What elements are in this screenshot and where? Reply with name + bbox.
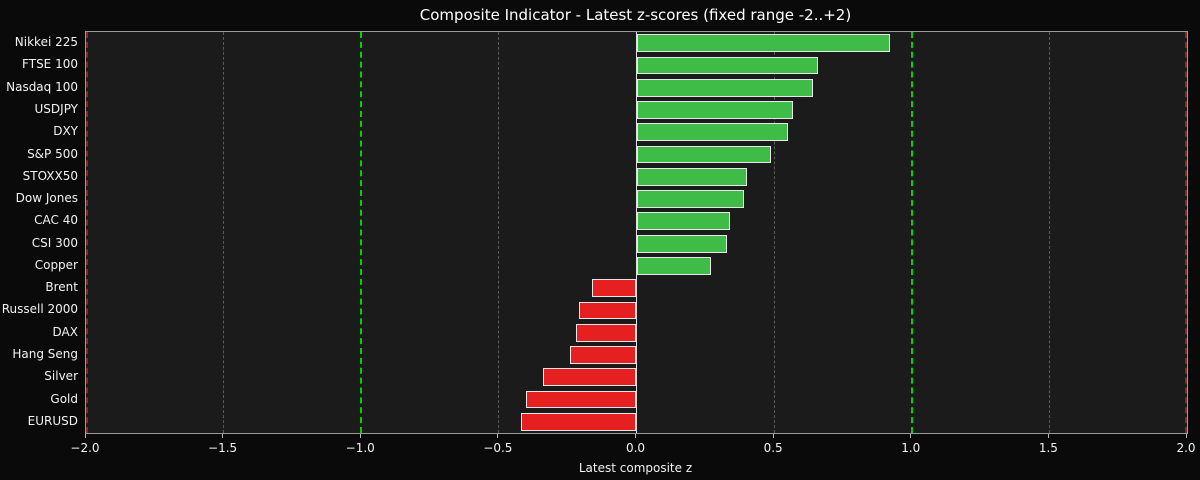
x-tick-mark bbox=[772, 434, 774, 438]
x-tick-label: −1.0 bbox=[345, 441, 375, 455]
bar-hang-seng bbox=[570, 346, 637, 364]
bar-silver bbox=[542, 368, 637, 387]
bar-eurusd bbox=[520, 412, 637, 431]
y-tick-label-dxy: DXY bbox=[53, 124, 78, 139]
gridline bbox=[498, 32, 500, 433]
x-tick-mark bbox=[910, 434, 912, 438]
bar-dax bbox=[575, 323, 637, 342]
y-tick-label-s-p-500: S&P 500 bbox=[27, 146, 78, 161]
y-tick-label-csi-300: CSI 300 bbox=[31, 235, 78, 250]
x-axis-label: Latest composite z bbox=[578, 461, 693, 475]
y-tick-label-dow-jones: Dow Jones bbox=[15, 191, 78, 206]
zero-line bbox=[635, 32, 638, 433]
x-tick-mark bbox=[497, 434, 499, 438]
x-tick-mark bbox=[222, 434, 224, 438]
y-tick-label-gold: Gold bbox=[50, 391, 78, 406]
y-tick-label-silver: Silver bbox=[44, 369, 78, 384]
gridline bbox=[1048, 32, 1050, 433]
x-tick-mark bbox=[1185, 434, 1187, 438]
y-tick-label-usdjpy: USDJPY bbox=[34, 101, 78, 116]
bar-dow-jones bbox=[636, 190, 744, 208]
x-tick-mark bbox=[359, 434, 361, 438]
bar-usdjpy bbox=[636, 101, 794, 119]
threshold-line bbox=[86, 32, 88, 433]
bar-s-p-500 bbox=[636, 145, 772, 164]
bar-brent bbox=[592, 279, 637, 298]
bar-nasdaq-100 bbox=[636, 78, 813, 97]
bar-russell-2000 bbox=[578, 301, 637, 320]
bar-stoxx50 bbox=[636, 167, 747, 186]
x-tick-mark bbox=[84, 434, 86, 438]
gridline bbox=[223, 32, 225, 433]
x-tick-label: −2.0 bbox=[70, 441, 100, 455]
bar-copper bbox=[636, 257, 711, 275]
y-tick-label-brent: Brent bbox=[45, 280, 78, 295]
x-tick-label: 1.0 bbox=[901, 441, 921, 455]
y-tick-label-eurusd: EURUSD bbox=[27, 413, 78, 428]
bar-cac-40 bbox=[636, 212, 731, 231]
x-tick-mark bbox=[635, 434, 636, 438]
bar-dxy bbox=[636, 123, 788, 142]
y-tick-label-russell-2000: Russell 2000 bbox=[1, 302, 78, 317]
bar-nikkei-225 bbox=[636, 34, 890, 53]
y-tick-label-ftse-100: FTSE 100 bbox=[22, 57, 78, 72]
y-tick-label-stoxx50: STOXX50 bbox=[22, 168, 78, 183]
chart-title: Composite Indicator - Latest z-scores (f… bbox=[419, 6, 852, 24]
y-tick-label-hang-seng: Hang Seng bbox=[12, 347, 78, 362]
threshold-line bbox=[360, 32, 363, 433]
y-tick-label-cac-40: CAC 40 bbox=[34, 213, 78, 228]
y-tick-label-nikkei-225: Nikkei 225 bbox=[14, 35, 78, 50]
x-tick-label: 0.0 bbox=[625, 441, 646, 455]
bar-ftse-100 bbox=[636, 56, 819, 75]
gridline bbox=[773, 32, 775, 433]
plot-area bbox=[85, 31, 1188, 434]
x-tick-label: −0.5 bbox=[483, 441, 513, 455]
threshold-line bbox=[1185, 32, 1187, 433]
x-tick-label: −1.5 bbox=[208, 441, 238, 455]
threshold-line bbox=[910, 32, 913, 433]
x-tick-label: 0.5 bbox=[763, 441, 783, 455]
x-tick-label: 2.0 bbox=[1176, 441, 1196, 455]
bar-csi-300 bbox=[636, 234, 728, 253]
bar-gold bbox=[526, 390, 637, 409]
y-tick-label-dax: DAX bbox=[52, 324, 78, 339]
x-tick-label: 1.5 bbox=[1038, 441, 1058, 455]
x-tick-mark bbox=[1047, 434, 1049, 438]
y-tick-label-nasdaq-100: Nasdaq 100 bbox=[6, 79, 78, 94]
y-tick-label-copper: Copper bbox=[34, 257, 78, 272]
